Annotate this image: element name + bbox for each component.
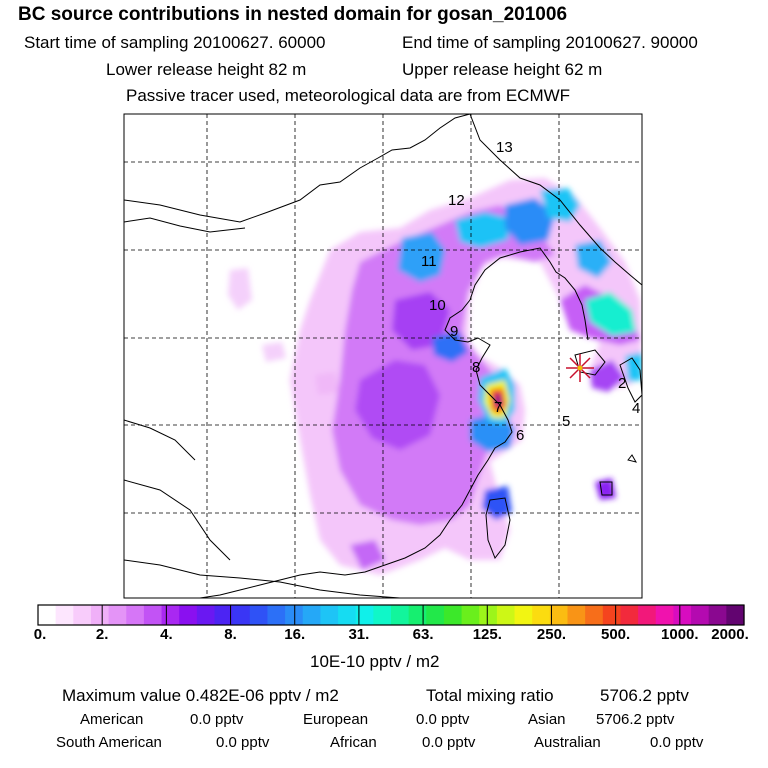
colorbar-cell bbox=[126, 605, 145, 625]
colorbar-cell bbox=[708, 605, 727, 625]
max-value-label: Maximum value 0.482E-06 pptv / m2 bbox=[62, 686, 339, 705]
colorbar-tick-label: 1000. bbox=[661, 626, 699, 643]
colorbar-cell bbox=[373, 605, 392, 625]
region-value-australian: 0.0 pptv bbox=[650, 734, 704, 751]
colorbar-cell bbox=[38, 605, 57, 625]
colorbar-cell bbox=[726, 605, 745, 625]
colorbar-cell bbox=[461, 605, 480, 625]
region-value-asian: 5706.2 pptv bbox=[596, 711, 675, 728]
end-time-label: End time of sampling 20100627. 90000 bbox=[402, 33, 698, 52]
colorbar-cell bbox=[214, 605, 233, 625]
colorbar-tick-label: 2000. bbox=[711, 626, 749, 643]
colorbar-cell bbox=[638, 605, 657, 625]
trajectory-marker-label: 10 bbox=[429, 297, 446, 314]
total-mixing-label: Total mixing ratio bbox=[426, 686, 554, 705]
region-value-south-american: 0.0 pptv bbox=[216, 734, 270, 751]
region-name-european: European bbox=[303, 711, 369, 728]
colorbar-cell bbox=[426, 605, 445, 625]
colorbar-tick-label: 250. bbox=[536, 626, 567, 643]
colorbar-cell bbox=[232, 605, 251, 625]
colorbar-cell bbox=[496, 605, 516, 625]
region-name-american: American bbox=[80, 711, 144, 728]
colorbar-cell bbox=[161, 605, 180, 625]
colorbar-cell bbox=[143, 605, 163, 625]
trajectory-marker-label: 12 bbox=[448, 192, 465, 209]
colorbar-unit: 10E-10 pptv / m2 bbox=[310, 652, 440, 671]
colorbar-cell bbox=[655, 605, 674, 625]
colorbar-tick-label: 500. bbox=[600, 626, 631, 643]
colorbar-cell bbox=[567, 605, 586, 625]
colorbar-cell bbox=[338, 605, 357, 625]
trajectory-marker-label: 6 bbox=[516, 427, 524, 444]
region-value-european: 0.0 pptv bbox=[416, 711, 470, 728]
plot-title: BC source contributions in nested domain… bbox=[18, 4, 568, 25]
region-value-american: 0.0 pptv bbox=[190, 711, 244, 728]
upper-release-label: Upper release height 62 m bbox=[402, 60, 603, 79]
trajectory-marker-label: 2 bbox=[618, 375, 626, 392]
trajectory-marker-label: 4 bbox=[632, 400, 640, 417]
colorbar-cells bbox=[38, 605, 745, 625]
region-value-african: 0.0 pptv bbox=[422, 734, 476, 751]
receptor-point bbox=[577, 365, 583, 371]
lower-release-label: Lower release height 82 m bbox=[106, 60, 307, 79]
trajectory-marker-label: 8 bbox=[472, 359, 480, 376]
colorbar-frame bbox=[37, 604, 745, 626]
start-time-label: Start time of sampling 20100627. 60000 bbox=[24, 33, 326, 52]
colorbar-cell bbox=[249, 605, 269, 625]
colorbar-cell bbox=[267, 605, 286, 625]
colorbar-cell bbox=[302, 605, 321, 625]
colorbar-cell bbox=[73, 605, 92, 625]
colorbar-tick-label: 4. bbox=[160, 626, 173, 643]
colorbar-cell bbox=[408, 605, 427, 625]
colorbar-cell bbox=[90, 605, 110, 625]
trajectory-marker-label: 11 bbox=[421, 253, 437, 270]
map-frame bbox=[123, 113, 643, 599]
colorbar-cell bbox=[479, 605, 498, 625]
colorbar-cell bbox=[196, 605, 216, 625]
coastlines bbox=[124, 114, 642, 598]
colorbar-cell bbox=[443, 605, 463, 625]
colorbar-cell bbox=[602, 605, 622, 625]
trajectory-markers: 13 12 11 109 8 76 5 24 bbox=[421, 139, 640, 444]
colorbar-cell bbox=[532, 605, 551, 625]
colorbar-cell bbox=[285, 605, 304, 625]
region-name-asian: Asian bbox=[528, 711, 566, 728]
colorbar-cell bbox=[320, 605, 339, 625]
colorbar-tick-label: 0. bbox=[33, 626, 47, 643]
plume-field bbox=[228, 178, 642, 575]
colorbar-cell bbox=[179, 605, 198, 625]
trajectory-marker-label: 7 bbox=[494, 399, 502, 416]
colorbar-cell bbox=[620, 605, 639, 625]
colorbar-cell bbox=[391, 605, 410, 625]
region-name-australian: Australian bbox=[534, 734, 601, 751]
colorbar-cell bbox=[55, 605, 74, 625]
colorbar-tick-label: 63. bbox=[412, 626, 434, 643]
colorbar-tick-label: 2. bbox=[95, 626, 109, 643]
region-name-south-american: South American bbox=[56, 734, 162, 751]
trajectory-marker-label: 5 bbox=[562, 413, 570, 430]
region-name-african: African bbox=[330, 734, 377, 751]
tracer-note: Passive tracer used, meteorological data… bbox=[126, 86, 571, 105]
trajectory-marker-label: 13 bbox=[496, 139, 513, 156]
total-mixing-value: 5706.2 pptv bbox=[600, 686, 689, 705]
colorbar-cell bbox=[514, 605, 533, 625]
colorbar-tick-label: 31. bbox=[348, 626, 370, 643]
colorbar-tick-label: 8. bbox=[224, 626, 237, 643]
trajectory-marker-label: 9 bbox=[450, 323, 458, 340]
colorbar-cell bbox=[673, 605, 692, 625]
colorbar-cell bbox=[355, 605, 374, 625]
colorbar-tick-label: 125. bbox=[472, 626, 502, 643]
colorbar-cell bbox=[585, 605, 604, 625]
colorbar-tick-label: 16. bbox=[284, 626, 306, 643]
colorbar-dividers bbox=[101, 605, 681, 625]
colorbar-cell bbox=[549, 605, 569, 625]
colorbar-cell bbox=[691, 605, 710, 625]
colorbar-cell bbox=[108, 605, 127, 625]
lat-lon-grid bbox=[124, 114, 642, 598]
